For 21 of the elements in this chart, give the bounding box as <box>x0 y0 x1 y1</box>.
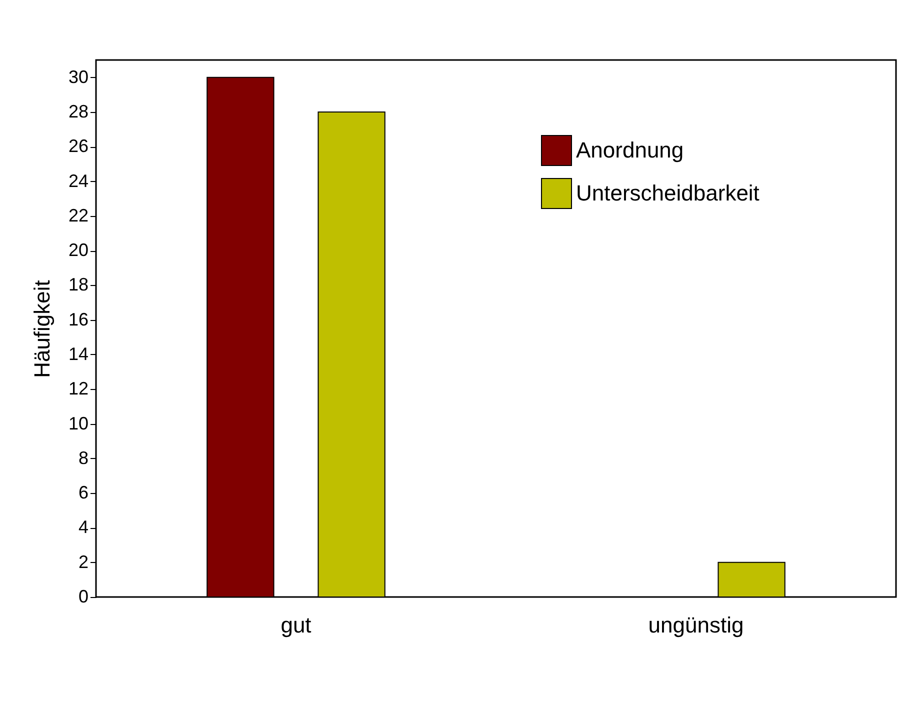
y-tick-label: 4 <box>78 517 88 538</box>
y-tick-label: 6 <box>78 482 88 503</box>
y-tick-label: 22 <box>68 205 88 226</box>
y-tick-label: 2 <box>78 552 88 572</box>
legend-label: Unterscheidbarkeit <box>576 180 760 206</box>
y-tick-label: 8 <box>78 448 88 468</box>
y-tick-label: 18 <box>68 274 88 295</box>
y-tick-label: 16 <box>68 309 88 330</box>
y-tick-label: 10 <box>68 413 88 434</box>
y-tick-label: 20 <box>68 240 88 260</box>
x-tick-label: gut <box>280 612 312 638</box>
y-axis-title: Häufigkeit <box>29 280 54 378</box>
y-tick-label: 14 <box>68 344 88 364</box>
y-tick-label: 24 <box>68 170 88 191</box>
legend-label: Anordnung <box>576 138 684 162</box>
y-tick-label: 30 <box>68 66 88 87</box>
y-tick-label: 28 <box>68 101 88 122</box>
y-tick-label: 12 <box>68 378 88 399</box>
y-tick-label: 26 <box>68 136 88 156</box>
x-tick-label: ungünstig <box>648 612 744 638</box>
y-tick-label: 0 <box>78 586 88 606</box>
